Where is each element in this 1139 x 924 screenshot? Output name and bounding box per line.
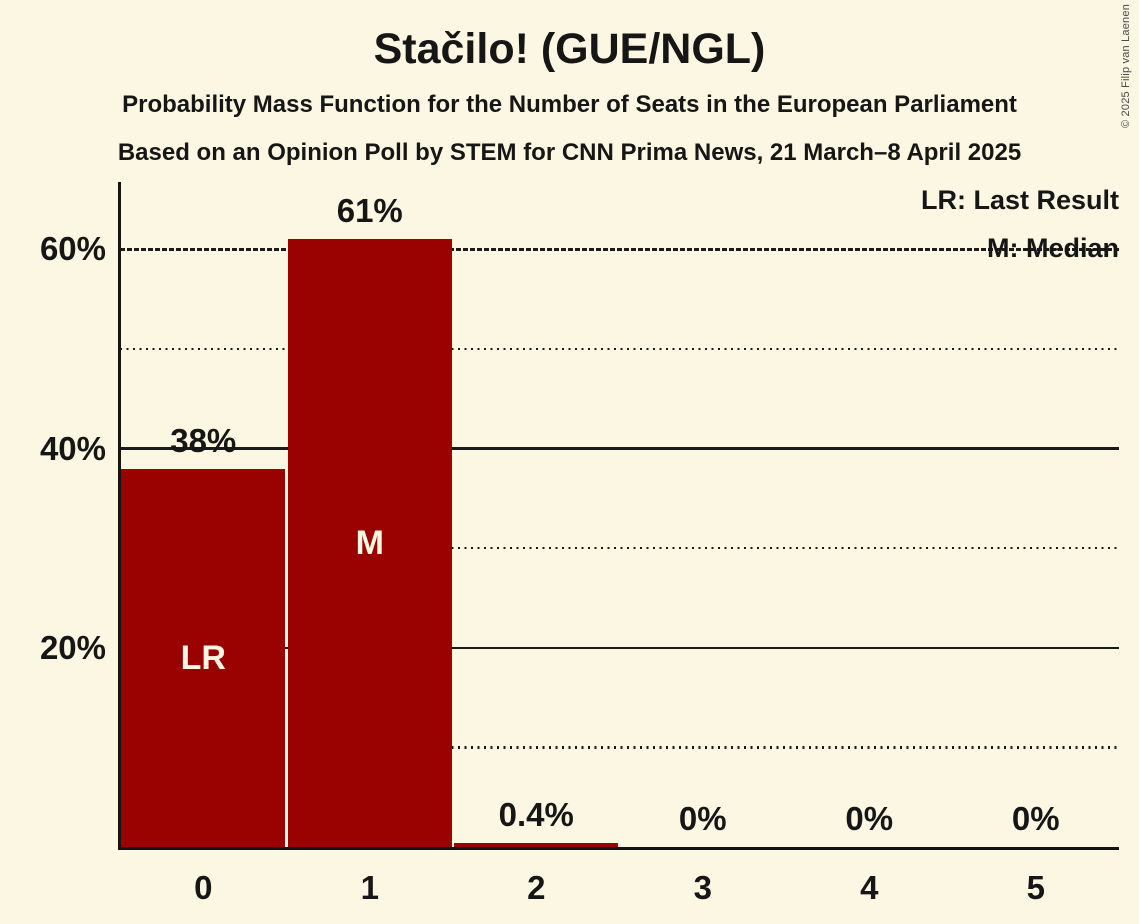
y-axis-line — [118, 182, 121, 850]
gridline-major-20 — [120, 646, 1119, 650]
legend: LR: Last Result M: Median — [921, 183, 1119, 279]
x-axis-line — [118, 847, 1119, 850]
bar-annotation-M: M — [355, 524, 384, 563]
bar-1 — [287, 239, 452, 847]
bar-0 — [121, 468, 286, 847]
bar-value-label-2: 0.4% — [498, 796, 574, 834]
y-tick-label-60: 60% — [39, 230, 106, 268]
x-tick-label-3: 3 — [693, 869, 712, 906]
x-tick-label-0: 0 — [194, 869, 213, 906]
chart-subtitle-line2: Based on an Opinion Poll by STEM for CNN… — [117, 139, 1022, 166]
gridline-major-60 — [120, 248, 1119, 251]
bar-annotation-LR: LR — [180, 638, 226, 677]
y-tick-label-20: 20% — [39, 628, 106, 666]
x-tick-label-1: 1 — [360, 869, 379, 906]
bar-value-label-4: 0% — [845, 800, 894, 837]
chart-title: Stačilo! (GUE/NGL) — [373, 25, 766, 73]
x-tick-label-2: 2 — [527, 869, 546, 906]
bar-value-label-3: 0% — [678, 800, 727, 837]
bar-value-label-0: 38% — [170, 421, 237, 459]
gridline-minor-50 — [120, 347, 1119, 351]
gridline-minor-30 — [120, 546, 1119, 550]
bar-value-label-1: 61% — [336, 192, 403, 230]
bar-2 — [454, 843, 619, 847]
chart-subtitle-line1: Probability Mass Function for the Number… — [122, 91, 1017, 118]
bar-value-label-5: 0% — [1011, 800, 1060, 837]
gridline-minor-10 — [120, 746, 1119, 749]
legend-item-median: M: Median — [987, 233, 1119, 263]
y-tick-label-40: 40% — [39, 429, 106, 467]
x-tick-label-4: 4 — [860, 869, 879, 906]
x-tick-label-5: 5 — [1026, 869, 1045, 906]
gridline-major-40 — [120, 447, 1119, 450]
legend-item-last-result: LR: Last Result — [920, 185, 1119, 215]
